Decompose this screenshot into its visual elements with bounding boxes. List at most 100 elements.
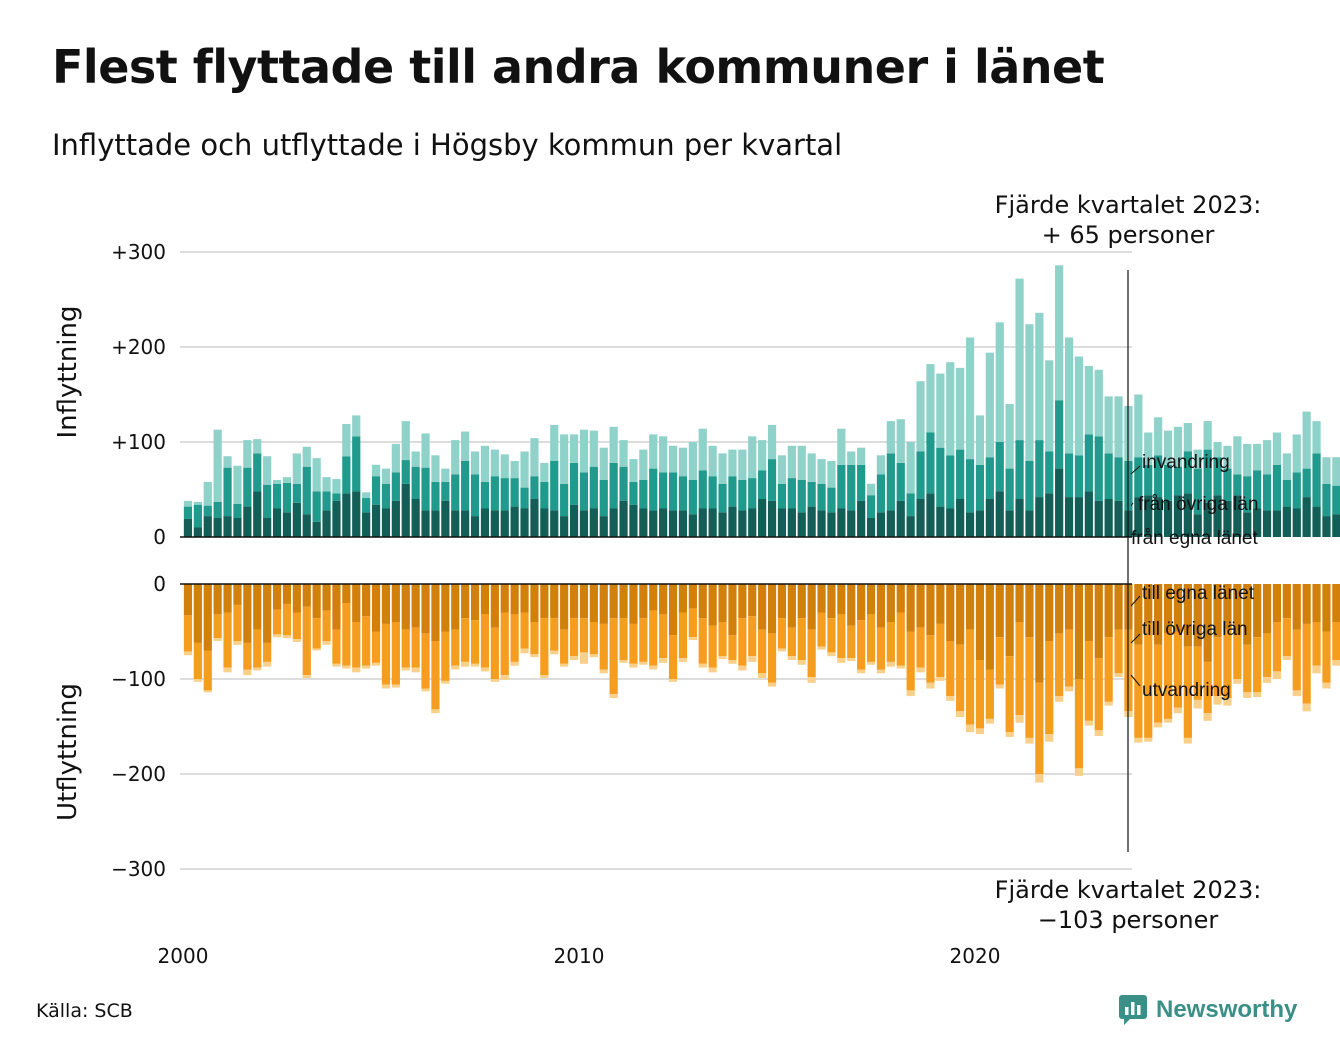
bar-out-emig: [1223, 698, 1232, 706]
bar-out-other: [500, 612, 509, 676]
bar-out-other: [1262, 633, 1272, 678]
bar-in-own: [896, 500, 905, 537]
bar-in-own: [302, 514, 311, 537]
bar-out-emig: [1154, 722, 1163, 728]
bar-in-other: [876, 474, 886, 513]
bar-out-other: [470, 620, 480, 664]
label-invandring: invandring: [1142, 452, 1230, 473]
bar-in-other: [1154, 455, 1163, 498]
bar-in-other: [748, 478, 757, 509]
bar-out-other: [332, 629, 341, 664]
bar-in-immig: [1094, 369, 1103, 437]
bar-out-emig: [421, 688, 430, 692]
in-ytick-200: +200: [111, 335, 166, 359]
bar-in-immig: [1173, 426, 1183, 467]
bar-out-emig: [797, 660, 806, 665]
bar-out-other: [1035, 682, 1044, 774]
bar-out-own: [203, 584, 212, 651]
out-axis-title: Utflyttning: [53, 683, 83, 821]
bar-out-other: [203, 650, 212, 691]
bar-out-own: [1322, 584, 1331, 632]
bar-out-other: [312, 618, 321, 649]
bar-in-immig: [1243, 443, 1252, 477]
bar-out-own: [956, 584, 965, 645]
bar-in-own: [421, 510, 430, 537]
bar-in-other: [1292, 472, 1301, 509]
bar-out-other: [183, 615, 193, 652]
bar-in-own: [639, 508, 648, 537]
bar-out-emig: [213, 638, 222, 641]
bar-in-immig: [253, 439, 262, 454]
bar-in-own: [728, 506, 737, 537]
bar-out-own: [1262, 584, 1272, 634]
bar-out-emig: [243, 669, 252, 676]
bar-in-immig: [1262, 440, 1272, 475]
bar-out-emig: [560, 663, 569, 667]
bottom-annotation-line1: Fjärde kvartalet 2023:: [995, 876, 1262, 904]
bar-out-other: [342, 603, 351, 666]
bar-in-immig: [1084, 366, 1093, 435]
bar-out-other: [1302, 623, 1311, 704]
bar-out-own: [550, 584, 559, 619]
bar-out-emig: [1055, 696, 1064, 702]
bar-in-own: [480, 508, 490, 537]
bar-in-other: [530, 476, 539, 499]
bar-in-own: [1025, 510, 1034, 537]
bar-in-own: [1243, 512, 1252, 537]
bar-out-own: [272, 584, 282, 610]
in-axis-title: Inflyttning: [53, 306, 83, 439]
bar-out-emig: [1035, 774, 1044, 783]
bar-in-immig: [282, 477, 292, 483]
bar-out-own: [708, 584, 717, 626]
bar-in-immig: [213, 429, 222, 502]
bar-in-other: [480, 481, 490, 509]
bar-out-own: [1134, 584, 1143, 645]
bar-in-own: [1005, 510, 1014, 537]
bar-out-own: [352, 584, 361, 622]
bar-out-own: [1272, 584, 1282, 622]
bar-out-own: [837, 584, 846, 615]
bar-in-other: [1055, 400, 1064, 469]
bar-in-own: [500, 510, 509, 537]
bar-in-other: [787, 478, 796, 509]
bar-out-emig: [1084, 720, 1093, 726]
bar-in-own: [550, 510, 559, 537]
in-ytick-0: 0: [153, 525, 166, 549]
bar-in-immig: [193, 501, 202, 505]
in-ytick-300: +300: [111, 240, 166, 264]
bar-out-own: [847, 584, 856, 626]
bar-in-other: [777, 483, 787, 509]
bar-out-emig: [599, 669, 608, 674]
bar-in-immig: [827, 461, 836, 488]
bar-out-own: [1114, 584, 1123, 630]
label-fran-egna-lanet: från egna länet: [1131, 528, 1258, 549]
bar-out-emig: [787, 656, 796, 660]
bar-out-own: [1104, 584, 1113, 638]
bar-out-emig: [827, 652, 836, 657]
bar-in-immig: [738, 449, 747, 480]
bar-out-emig: [777, 648, 787, 652]
bar-in-other: [609, 462, 618, 509]
bar-out-own: [668, 584, 678, 636]
bar-out-other: [896, 612, 905, 666]
bar-in-own: [1253, 508, 1262, 537]
bar-out-emig: [589, 654, 598, 658]
bar-in-immig: [748, 436, 757, 479]
bar-in-other: [718, 483, 727, 513]
bar-in-immig: [312, 458, 321, 492]
bar-out-own: [827, 584, 836, 619]
bar-in-other: [688, 480, 697, 515]
bar-out-other: [520, 612, 529, 649]
bar-in-own: [1332, 514, 1340, 537]
bar-out-other: [797, 618, 806, 660]
bar-in-immig: [1282, 453, 1291, 480]
bar-out-emig: [659, 658, 668, 663]
xtick-2000: 2000: [158, 944, 209, 968]
bar-out-emig: [668, 679, 678, 682]
bar-out-emig: [362, 665, 371, 669]
bar-in-other: [470, 474, 480, 517]
bar-in-other: [461, 461, 470, 511]
bar-in-other: [540, 481, 549, 509]
bar-in-immig: [609, 426, 618, 463]
bar-out-emig: [352, 667, 361, 673]
